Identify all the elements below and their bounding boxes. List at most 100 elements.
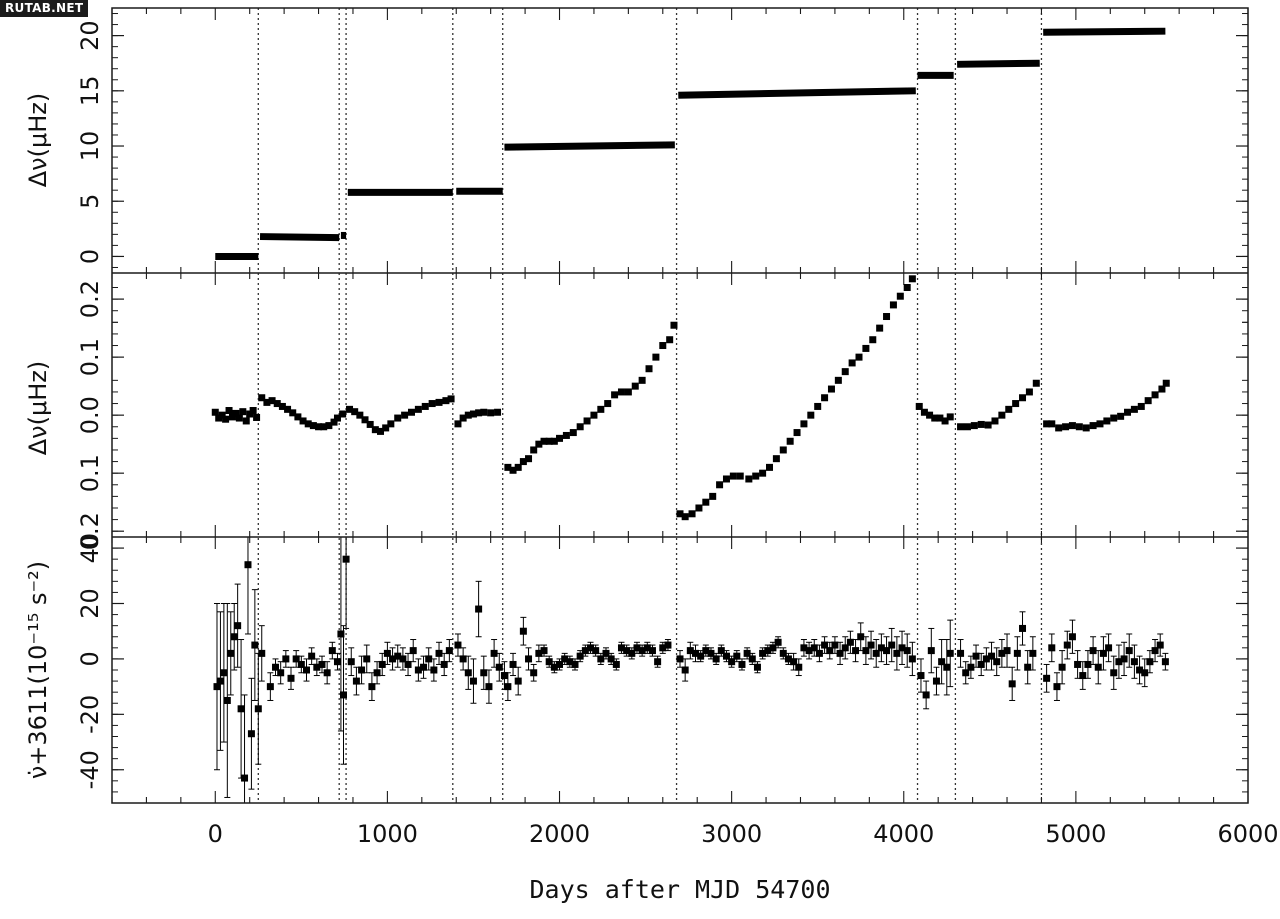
data-point [1032, 379, 1040, 387]
data-point [993, 658, 1001, 666]
data-point [1025, 388, 1033, 396]
x-tick-label: 4000 [873, 820, 934, 848]
y-axis-titles: Δν(μHz) Δν(μHz) ν̇+3611(10⁻¹⁵ s⁻²) [24, 93, 52, 779]
data-point [982, 655, 990, 663]
data-point [1096, 420, 1104, 428]
data-point [670, 321, 678, 329]
data-point [664, 641, 672, 649]
y-tick-label: 20 [76, 20, 104, 51]
data-point [540, 647, 548, 655]
data-point [676, 510, 684, 518]
data-point [230, 633, 238, 641]
data-point [643, 644, 651, 652]
data-point [1043, 674, 1051, 682]
data-point [282, 655, 290, 663]
data-point [841, 368, 849, 376]
data-point [1074, 660, 1082, 668]
data-point [784, 655, 792, 663]
y-axis-title-bottom: ν̇+3611(10⁻¹⁵ s⁻²) [24, 561, 52, 779]
data-point [936, 414, 944, 422]
data-point [1019, 624, 1027, 632]
data-point [401, 411, 409, 419]
x-tick-label: 0 [208, 820, 223, 848]
data-point [373, 669, 381, 677]
data-point [535, 649, 543, 657]
data-point [1110, 669, 1118, 677]
data-point [774, 638, 782, 646]
data-point [545, 658, 553, 666]
data-point [333, 414, 341, 422]
data-point [752, 472, 760, 480]
y-axis-title-middle: Δν(μHz) [24, 361, 52, 455]
data-point [469, 410, 477, 418]
data-point [1094, 663, 1102, 671]
data-point [535, 440, 543, 448]
data-point [1005, 405, 1013, 413]
panel-middle-frequency-residuals: 0.2 0.1 0.0 0.1 0.2 [76, 273, 1249, 550]
data-point [414, 405, 422, 413]
data-point [480, 669, 488, 677]
data-point [893, 649, 901, 657]
data-point [263, 398, 271, 406]
data-point [712, 655, 720, 663]
data-point [764, 647, 772, 655]
data-point [617, 388, 625, 396]
data-point [1024, 663, 1032, 671]
data-point [795, 663, 803, 671]
data-point [421, 402, 429, 410]
data-point [631, 382, 639, 390]
data-point [743, 649, 751, 657]
y-tick-label: -20 [76, 695, 104, 734]
data-point [347, 658, 355, 666]
data-point [717, 647, 725, 655]
data-point [883, 647, 891, 655]
data-point [779, 649, 787, 657]
data-point [793, 429, 801, 437]
data-point [266, 683, 274, 691]
data-point [695, 504, 703, 512]
data-point [1068, 422, 1076, 430]
data-point [459, 414, 467, 422]
data-point [738, 660, 746, 668]
data-point [707, 649, 715, 657]
data-point [607, 655, 615, 663]
data-point [688, 510, 696, 518]
data-point [315, 423, 323, 431]
data-point [998, 649, 1006, 657]
x-tick-label: 5000 [1045, 820, 1106, 848]
data-point [766, 463, 774, 471]
data-point [815, 649, 823, 657]
data-point [805, 647, 813, 655]
data-point [592, 647, 600, 655]
data-point [519, 458, 527, 466]
data-point [519, 627, 527, 635]
data-point [530, 446, 538, 454]
data-point [1151, 647, 1159, 655]
data-point [1053, 683, 1061, 691]
data-point [409, 647, 417, 655]
data-point [611, 391, 619, 399]
data-point [957, 423, 965, 431]
data-point [1136, 666, 1144, 674]
x-tick-label: 3000 [701, 820, 762, 848]
data-point [652, 353, 660, 361]
data-point [363, 655, 371, 663]
data-point [597, 655, 605, 663]
data-point [855, 353, 863, 361]
data-point [382, 424, 390, 432]
data-point [821, 394, 829, 402]
data-point [800, 644, 808, 652]
y-tick-label: 10 [76, 131, 104, 162]
data-point [728, 658, 736, 666]
data-point [686, 647, 694, 655]
data-point [736, 472, 744, 480]
data-point [970, 422, 978, 430]
data-segment [1043, 27, 1166, 36]
data-point [1075, 423, 1083, 431]
data-point [977, 660, 985, 668]
data-point [753, 663, 761, 671]
data-point [831, 641, 839, 649]
x-tick-label: 2000 [529, 820, 590, 848]
data-point [447, 395, 455, 403]
data-point [1089, 422, 1097, 430]
